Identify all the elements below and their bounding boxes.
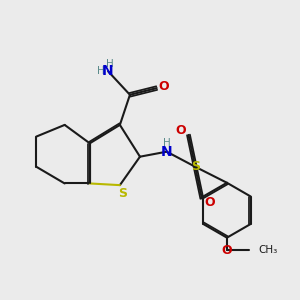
Text: H: H [163, 138, 171, 148]
Text: O: O [176, 124, 186, 137]
Text: CH₃: CH₃ [259, 245, 278, 255]
Text: H: H [97, 66, 105, 76]
Text: S: S [118, 187, 127, 200]
Text: O: O [222, 244, 232, 257]
Text: O: O [158, 80, 169, 93]
Text: N: N [161, 145, 172, 159]
Text: O: O [204, 196, 214, 209]
Text: S: S [191, 160, 200, 173]
Text: H: H [106, 59, 114, 69]
Text: N: N [102, 64, 113, 78]
